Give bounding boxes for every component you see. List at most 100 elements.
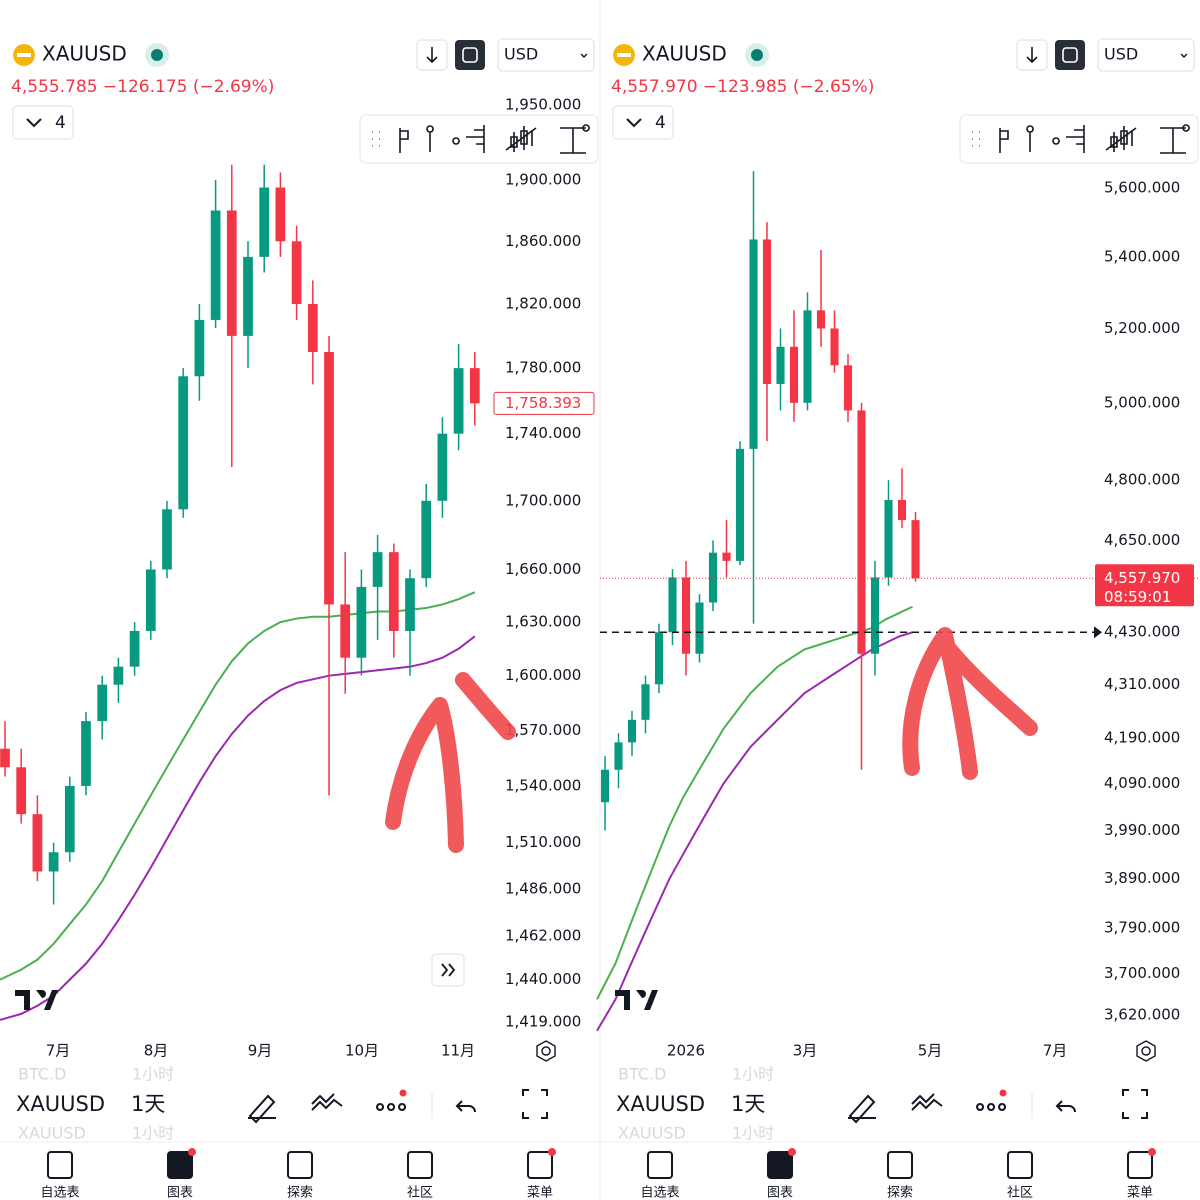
tool-palette — [359, 114, 599, 164]
fullscreen-icon[interactable] — [522, 1089, 548, 1119]
candle-body — [735, 448, 745, 561]
interval-button[interactable] — [12, 105, 74, 140]
layout-button[interactable] — [455, 40, 485, 70]
toolbar-symbol[interactable]: XAUUSD — [616, 1092, 705, 1116]
y-tick-label: 1,486.000 — [505, 879, 581, 897]
toolbar-interval[interactable]: 1天 — [731, 1092, 765, 1116]
y-tick-label: 4,800.000 — [1104, 471, 1180, 489]
status-dot — [751, 49, 763, 61]
candle-body — [437, 433, 448, 501]
nav-label[interactable]: 自选表 — [640, 1186, 679, 1200]
nav-label[interactable]: 菜单 — [527, 1186, 553, 1200]
candle-body — [226, 210, 237, 336]
y-tick-label: 1,419.000 — [505, 1013, 581, 1031]
y-tick-label: 5,400.000 — [1104, 247, 1180, 265]
x-tick-label: 3月 — [793, 1042, 818, 1060]
draw-icon[interactable] — [248, 1094, 276, 1124]
tool-icon[interactable] — [399, 125, 434, 153]
tool-icon[interactable] — [560, 124, 590, 154]
nav-label[interactable]: 图表 — [167, 1186, 193, 1200]
nav-label[interactable]: 社区 — [407, 1185, 433, 1200]
candle-body — [681, 577, 691, 654]
candle-body — [614, 742, 623, 770]
layout-button[interactable] — [1055, 40, 1085, 70]
y-tick-label: 3,620.000 — [1104, 1006, 1180, 1024]
nav-label[interactable]: 社区 — [1007, 1185, 1033, 1200]
candle-body — [259, 187, 270, 257]
currency-select[interactable] — [497, 38, 595, 72]
trend-icon[interactable] — [911, 1093, 943, 1111]
tool-icon[interactable] — [452, 125, 485, 153]
candle-body — [275, 187, 286, 242]
candle-body — [789, 346, 799, 403]
x-tick-label: 7月 — [46, 1042, 71, 1060]
arrow-left-head — [455, 672, 516, 740]
currency-select[interactable] — [1097, 38, 1195, 72]
ghost-symbol: XAUUSD — [618, 1124, 686, 1143]
draw-icon[interactable] — [848, 1094, 876, 1124]
candle-body — [641, 684, 650, 720]
tool-icon[interactable] — [1105, 126, 1137, 152]
ghost-interval: 1小时 — [732, 1124, 774, 1143]
toolbar-symbol[interactable]: XAUUSD — [16, 1092, 105, 1116]
candle-body — [129, 630, 140, 667]
nav-icon[interactable] — [47, 1151, 73, 1179]
x-tick-label: 5月 — [918, 1042, 943, 1060]
nav-icon[interactable] — [167, 1151, 193, 1179]
more-icon[interactable] — [376, 1103, 407, 1111]
nav-icon[interactable] — [287, 1151, 313, 1179]
x-tick-label: 8月 — [144, 1042, 169, 1060]
tool-icon[interactable] — [1160, 124, 1190, 154]
candle-body — [469, 368, 480, 404]
nav-icon[interactable] — [647, 1151, 673, 1179]
candle-body — [830, 328, 839, 366]
badge — [999, 1089, 1007, 1097]
nav-label[interactable]: 图表 — [767, 1186, 793, 1200]
nav-icon[interactable] — [887, 1151, 913, 1179]
layout-icon — [462, 47, 478, 63]
price-change: 4,555.785 −126.175 (−2.69%) — [11, 77, 274, 97]
y-tick-label: 1,570.000 — [505, 721, 581, 739]
ghost-symbol: XAUUSD — [18, 1124, 86, 1143]
nav-icon[interactable] — [1007, 1151, 1033, 1179]
candle-body — [178, 376, 189, 510]
nav-label[interactable]: 探索 — [887, 1186, 913, 1200]
candle-body — [162, 509, 172, 570]
symbol: XAUUSD — [42, 42, 127, 66]
y-tick-label: 1,900.000 — [505, 170, 581, 188]
tool-icon[interactable] — [999, 125, 1034, 153]
nav-icon[interactable] — [527, 1151, 553, 1179]
nav-icon[interactable] — [407, 1151, 433, 1179]
ghost-interval: 1小时 — [132, 1124, 174, 1143]
nav-label[interactable]: 自选表 — [40, 1186, 79, 1200]
x-tick-label: 2026 — [667, 1042, 705, 1060]
chevron — [26, 118, 42, 128]
trend-icon[interactable] — [311, 1093, 343, 1111]
interval-button[interactable] — [612, 105, 674, 140]
y-tick-label: 1,860.000 — [505, 232, 581, 250]
tool-icon[interactable] — [1052, 125, 1085, 153]
undo-icon[interactable] — [455, 1100, 476, 1113]
undo-icon[interactable] — [1055, 1100, 1076, 1113]
nav-icon[interactable] — [767, 1151, 793, 1179]
more-icon[interactable] — [976, 1103, 1007, 1111]
settings-icon[interactable] — [536, 1040, 556, 1062]
nav-badge — [1148, 1148, 1156, 1156]
fullscreen-icon[interactable] — [1122, 1089, 1148, 1119]
y-tick-label: 3,990.000 — [1104, 821, 1180, 839]
candle-body — [81, 721, 91, 786]
y-tick-label: 5,000.000 — [1104, 393, 1180, 411]
settings-icon[interactable] — [1136, 1040, 1156, 1062]
nav-label[interactable]: 探索 — [287, 1186, 313, 1200]
last-price-box — [1095, 564, 1194, 607]
y-tick-label: 3,790.000 — [1104, 919, 1180, 937]
toolbar-interval[interactable]: 1天 — [131, 1092, 165, 1116]
candle-body — [405, 578, 415, 631]
nav-badge — [548, 1148, 556, 1156]
nav-label[interactable]: 菜单 — [1127, 1186, 1153, 1200]
tool-icon[interactable] — [505, 126, 537, 152]
candle-body — [48, 852, 59, 872]
y-tick-label: 5,600.000 — [1104, 179, 1180, 197]
nav-icon[interactable] — [1127, 1151, 1153, 1179]
candle-body — [372, 552, 383, 587]
